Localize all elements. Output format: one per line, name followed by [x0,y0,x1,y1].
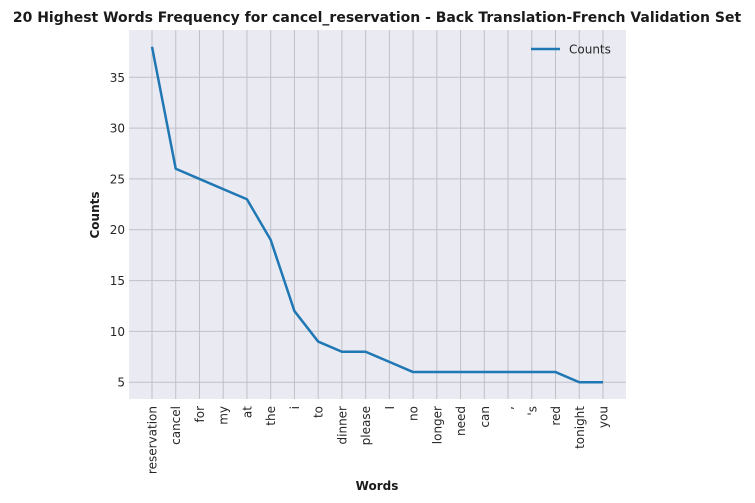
series-layer [150,46,603,384]
x-tick-label: my [217,406,231,425]
y-tick-label: 10 [110,325,125,339]
x-tick-label: red [549,406,563,426]
x-tick-label: reservation [146,406,160,474]
x-tick-label: I [383,406,397,410]
x-tick-label: i [288,406,302,409]
x-tick-label: longer [430,406,444,444]
y-tick-label: 25 [110,172,125,186]
x-axis-ticks: reservation cancel for my at the i to dinner plea… [146,406,611,474]
y-tick-label: 35 [110,71,125,85]
legend: Counts [531,43,611,57]
y-tick-label: 20 [110,223,125,237]
y-axis-ticks: 5 10 15 20 25 30 35 [110,71,125,390]
x-tick-label: can [478,406,492,428]
legend-label-counts: Counts [569,43,611,57]
y-tick-label: 5 [117,376,125,390]
y-tick-label: 15 [110,274,125,288]
grid-lines [129,30,626,399]
x-tick-label: , [502,406,516,410]
x-tick-label: tonight [573,406,587,449]
x-tick-label: the [264,406,278,426]
x-tick-label: for [193,406,207,423]
chart-title: 20 Highest Words Frequency for cancel_re… [13,10,742,26]
plot-area [129,30,626,399]
x-tick-label: 's [525,406,539,416]
x-tick-label: need [454,406,468,436]
x-tick-label: dinner [335,406,349,445]
x-tick-label: cancel [169,406,183,445]
y-axis-label: Counts [88,191,102,238]
x-tick-label: you [597,406,611,428]
series-line-counts [150,46,603,384]
x-tick-label: no [407,406,421,421]
x-axis-label: Words [356,479,399,493]
x-tick-label: to [312,406,326,418]
y-tick-label: 30 [110,122,125,136]
x-tick-label: please [359,406,373,445]
x-tick-label: at [240,406,254,418]
